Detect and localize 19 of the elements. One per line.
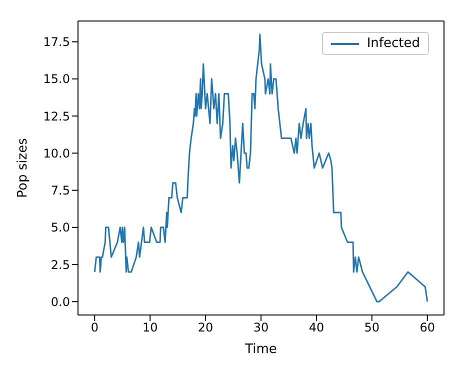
y-tick-label: 10.0: [43, 146, 70, 160]
y-tick-label: 2.5: [50, 258, 70, 272]
legend-label: Infected: [366, 36, 420, 51]
x-tick-label: 50: [364, 320, 380, 335]
y-tick-label: 7.5: [50, 184, 70, 198]
line-series: [94, 34, 428, 302]
x-tick-label: 10: [142, 320, 158, 335]
x-tick-label: 30: [253, 320, 269, 335]
y-tick-label: 12.5: [43, 109, 70, 124]
x-tick-label: 0: [90, 320, 98, 335]
x-tick-label: 40: [308, 320, 324, 335]
y-tick-label: 17.5: [43, 35, 70, 50]
y-tick-label: 15.0: [43, 72, 70, 86]
x-axis-title: Time: [244, 342, 277, 357]
y-tick-label: 0.0: [50, 294, 70, 309]
y-axis-title: Pop sizes: [16, 138, 31, 198]
y-tick-label: 5.0: [50, 220, 70, 235]
x-tick-label: 60: [420, 320, 436, 335]
x-tick-label: 20: [198, 320, 214, 335]
